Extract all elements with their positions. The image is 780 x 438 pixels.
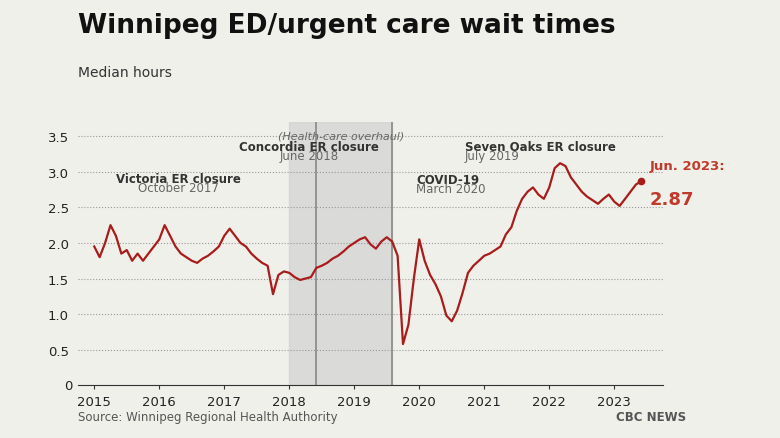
Text: CBC NEWS: CBC NEWS	[616, 410, 686, 424]
Text: COVID-19: COVID-19	[416, 174, 479, 187]
Text: 0: 0	[64, 379, 73, 392]
Text: October 2017: October 2017	[138, 182, 219, 194]
Text: June 2018: June 2018	[279, 150, 339, 162]
Text: March 2020: March 2020	[416, 183, 485, 196]
Text: Jun. 2023:: Jun. 2023:	[650, 159, 725, 173]
Text: Source: Winnipeg Regional Health Authority: Source: Winnipeg Regional Health Authori…	[78, 410, 338, 424]
Text: Victoria ER closure: Victoria ER closure	[116, 173, 241, 185]
Text: Winnipeg ED/urgent care wait times: Winnipeg ED/urgent care wait times	[78, 13, 615, 39]
Bar	[289, 123, 392, 385]
Text: Seven Oaks ER closure: Seven Oaks ER closure	[465, 141, 615, 153]
Text: (Health-care overhaul): (Health-care overhaul)	[278, 131, 404, 141]
Text: Median hours: Median hours	[78, 66, 172, 80]
Text: Concordia ER closure: Concordia ER closure	[239, 141, 378, 153]
Text: 2.87: 2.87	[650, 190, 694, 208]
Text: July 2019: July 2019	[465, 150, 519, 162]
